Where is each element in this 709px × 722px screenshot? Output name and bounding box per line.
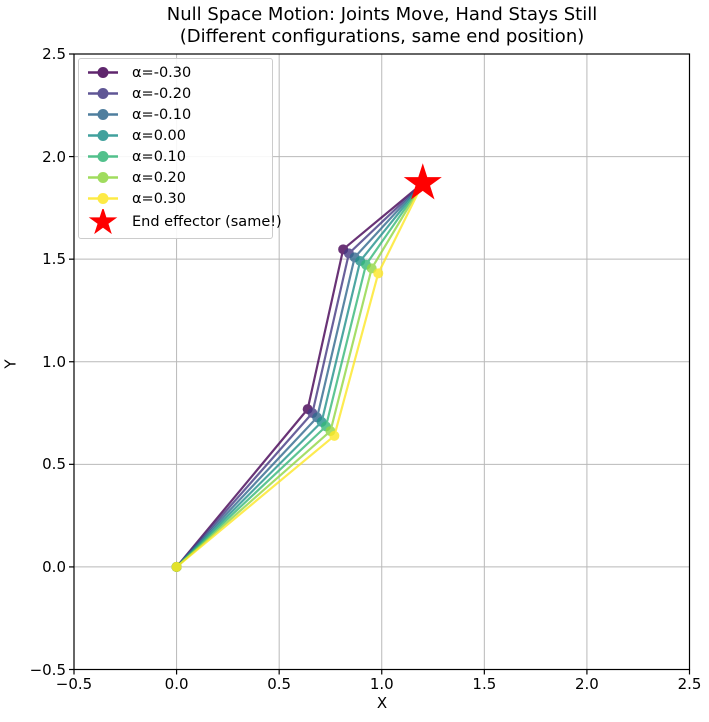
legend-dot bbox=[97, 193, 109, 204]
star-icon bbox=[88, 209, 118, 235]
x-tick-label: 2.5 bbox=[677, 675, 702, 693]
legend-item-label: α=-0.20 bbox=[132, 85, 192, 102]
legend-dot bbox=[97, 88, 109, 99]
legend: α=-0.30 α=-0.20 α=-0.10 α=0.00 α=0.10 α=0.20 α… bbox=[78, 58, 282, 239]
legend-item-label: α=0.30 bbox=[132, 190, 186, 207]
arm-link-line bbox=[175, 182, 424, 568]
x-tick-label: 0.0 bbox=[164, 675, 189, 693]
legend-dot bbox=[97, 109, 109, 120]
legend-dot bbox=[97, 172, 109, 183]
legend-dot bbox=[97, 151, 109, 162]
arm-link-line bbox=[175, 182, 424, 568]
line-dot-icon bbox=[88, 193, 118, 204]
arm-link-line bbox=[175, 182, 424, 568]
x-tick-label: 2.0 bbox=[574, 675, 599, 693]
line-dot-icon bbox=[88, 109, 118, 120]
chart-title: Null Space Motion: Joints Move, Hand Sta… bbox=[74, 4, 690, 48]
arm-link-line bbox=[175, 182, 424, 568]
legend-star bbox=[88, 209, 118, 235]
legend-item-label: α=0.00 bbox=[132, 127, 186, 144]
line-dot-icon bbox=[88, 151, 118, 162]
x-tick-label: 0.5 bbox=[267, 675, 292, 693]
y-axis-label: Y bbox=[1, 359, 20, 369]
joint-marker bbox=[329, 430, 340, 441]
y-tick-label: 1.5 bbox=[42, 250, 66, 269]
y-tick-label: 2.0 bbox=[42, 147, 66, 166]
line-dot-icon bbox=[88, 130, 118, 141]
legend-item-1: α=-0.20 bbox=[84, 83, 268, 104]
legend-item-0: α=-0.30 bbox=[84, 62, 268, 83]
line-dot-icon bbox=[88, 88, 118, 99]
y-tick-label: 0.5 bbox=[42, 455, 66, 474]
legend-item-label: α=-0.10 bbox=[132, 106, 192, 123]
legend-item-5: α=0.20 bbox=[84, 167, 268, 188]
chart-title-line2: (Different configurations, same end posi… bbox=[179, 26, 585, 47]
joint-marker bbox=[373, 268, 384, 279]
x-tick-label: −0.5 bbox=[55, 675, 93, 693]
joint-marker bbox=[171, 561, 182, 572]
line-dot-icon bbox=[88, 67, 118, 78]
legend-item-label: α=0.20 bbox=[132, 169, 186, 186]
legend-dot bbox=[97, 130, 109, 141]
legend-item-6: α=0.30 bbox=[84, 188, 268, 209]
legend-item-label: α=-0.30 bbox=[132, 64, 192, 81]
legend-item-4: α=0.10 bbox=[84, 146, 268, 167]
line-dot-icon bbox=[88, 172, 118, 183]
chart-title-line1: Null Space Motion: Joints Move, Hand Sta… bbox=[166, 4, 598, 25]
y-tick-label: 0.0 bbox=[42, 557, 66, 576]
x-axis-label: X bbox=[376, 694, 388, 712]
legend-item-2: α=-0.10 bbox=[84, 104, 268, 125]
legend-dot bbox=[97, 67, 109, 78]
end-effector-star bbox=[403, 163, 442, 200]
arm-link-line bbox=[175, 182, 424, 568]
legend-item-label: α=0.10 bbox=[132, 148, 186, 165]
y-tick-label: −0.5 bbox=[29, 660, 66, 679]
x-tick-label: 1.0 bbox=[369, 675, 394, 693]
x-tick-label: 1.5 bbox=[472, 675, 497, 693]
legend-item-label: End effector (same!) bbox=[132, 214, 282, 230]
arm-link-line bbox=[175, 182, 424, 568]
tick-marks bbox=[69, 53, 691, 675]
y-tick-label: 1.0 bbox=[42, 352, 66, 371]
legend-item-7: End effector (same!) bbox=[84, 209, 282, 235]
arm-link-line bbox=[175, 182, 424, 568]
legend-item-3: α=0.00 bbox=[84, 125, 268, 146]
y-tick-label: 2.5 bbox=[42, 45, 66, 63]
